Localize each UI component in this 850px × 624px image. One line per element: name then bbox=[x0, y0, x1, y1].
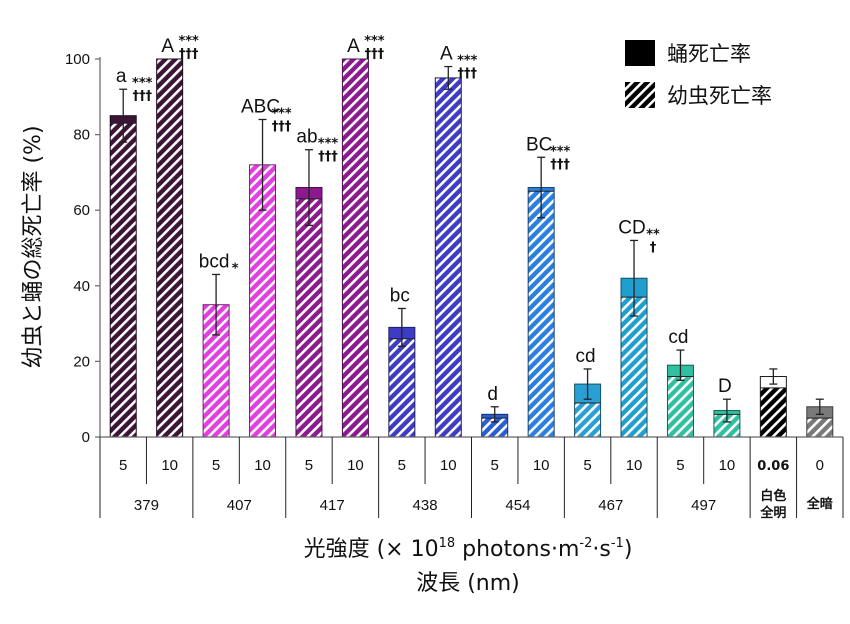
x-intensity-label: 5 bbox=[212, 457, 220, 474]
significance-daggers: ††† bbox=[318, 150, 338, 165]
group-label: 438 bbox=[413, 497, 438, 514]
y-tick-label: 100 bbox=[65, 51, 90, 68]
bar-larva-mortality bbox=[435, 77, 462, 438]
significance-letter: cd bbox=[668, 327, 688, 348]
significance-asterisks: *** bbox=[318, 137, 339, 152]
group-label: 全明 bbox=[759, 505, 786, 521]
significance-daggers: † bbox=[650, 240, 657, 255]
bars-layer bbox=[109, 58, 834, 438]
x-intensity-label: 10 bbox=[719, 457, 736, 474]
bar-larva-mortality bbox=[760, 387, 787, 437]
group-label: 467 bbox=[598, 497, 623, 514]
significance-letter: bc bbox=[390, 285, 410, 306]
significance-letter: cd bbox=[576, 346, 596, 367]
x-intensity-label: 5 bbox=[119, 457, 127, 474]
significance-letter: BC bbox=[526, 134, 552, 155]
significance-letter: D bbox=[718, 376, 732, 397]
group-label: 全暗 bbox=[806, 496, 833, 512]
x-intensity-label: 5 bbox=[583, 457, 591, 474]
significance-daggers: ††† bbox=[365, 47, 385, 62]
x-intensity-label: 10 bbox=[161, 457, 178, 474]
y-tick-label: 40 bbox=[73, 278, 90, 295]
bar-larva-mortality bbox=[806, 418, 833, 437]
significance-letter: A bbox=[347, 36, 360, 57]
bar-larva-mortality bbox=[481, 418, 508, 437]
bar-larva-mortality bbox=[295, 198, 322, 437]
x-intensity-label: 5 bbox=[676, 457, 684, 474]
significance-letter: a bbox=[116, 66, 127, 87]
significance-daggers: ††† bbox=[458, 67, 478, 82]
legend-swatch-pupa bbox=[625, 40, 655, 66]
bar-larva-mortality bbox=[528, 191, 555, 437]
x-intensity-label: 0.06 bbox=[757, 459, 789, 474]
significance-asterisks: *** bbox=[271, 106, 292, 121]
group-label: 白色 bbox=[760, 488, 786, 504]
x-intensity-label: 0 bbox=[816, 457, 824, 474]
significance-letter: bcd bbox=[199, 251, 230, 272]
significance-letter: CD bbox=[618, 217, 645, 238]
group-label: 417 bbox=[320, 497, 345, 514]
significance-asterisks: *** bbox=[550, 144, 571, 159]
x-intensity-label: 5 bbox=[305, 457, 313, 474]
x-intensity-label: 10 bbox=[254, 457, 271, 474]
significance-daggers: ††† bbox=[272, 119, 292, 134]
group-label: 379 bbox=[134, 497, 159, 514]
significance-daggers: ††† bbox=[179, 47, 199, 62]
significance-daggers: ††† bbox=[132, 89, 152, 104]
group-label: 407 bbox=[227, 497, 252, 514]
bar-larva-mortality bbox=[621, 297, 648, 437]
bar-larva-mortality bbox=[156, 59, 183, 437]
group-label: 454 bbox=[505, 497, 530, 514]
significance-asterisks: *** bbox=[364, 34, 385, 49]
significance-letter: A bbox=[440, 44, 453, 65]
x-axis-label-intensity: 光強度 (× 1018 photons·m-2·s-1) bbox=[304, 536, 633, 562]
x-intensity-label: 5 bbox=[398, 457, 406, 474]
y-tick-label: 20 bbox=[73, 353, 90, 370]
significance-daggers: ††† bbox=[550, 157, 570, 172]
x-intensity-label: 10 bbox=[533, 457, 550, 474]
bar-larva-mortality bbox=[388, 338, 415, 437]
significance-letter: d bbox=[487, 384, 498, 405]
significance-asterisks: *** bbox=[457, 54, 478, 69]
significance-letter: ab bbox=[296, 127, 317, 148]
legend-label: 蛹死亡率 bbox=[667, 42, 751, 66]
significance-asterisks: *** bbox=[132, 76, 153, 91]
x-intensity-label: 10 bbox=[440, 457, 457, 474]
bar-larva-mortality bbox=[110, 123, 137, 437]
x-intensity-label: 10 bbox=[347, 457, 364, 474]
y-tick-label: 80 bbox=[73, 127, 90, 144]
group-label: 497 bbox=[691, 497, 716, 514]
x-intensity-label: 5 bbox=[491, 457, 499, 474]
y-axis-label: 幼虫と蛹の総死亡率 (%) bbox=[21, 125, 46, 368]
significance-asterisks: * bbox=[232, 261, 239, 276]
bar-larva-mortality bbox=[713, 414, 740, 437]
bar-larva-mortality bbox=[667, 376, 694, 437]
bar-larva-mortality bbox=[574, 402, 601, 437]
significance-letter: A bbox=[161, 36, 174, 57]
y-tick-label: 60 bbox=[73, 202, 90, 219]
significance-asterisks: ** bbox=[646, 227, 660, 242]
legend-label: 幼虫死亡率 bbox=[667, 84, 772, 108]
y-tick-label: 0 bbox=[82, 429, 90, 446]
bar-larva-mortality bbox=[342, 59, 369, 437]
x-intensity-label: 10 bbox=[626, 457, 643, 474]
legend-swatch-larva bbox=[625, 82, 655, 108]
significance-letter: ABC bbox=[241, 96, 280, 117]
x-axis-label-wavelength: 波長 (nm) bbox=[416, 571, 520, 596]
significance-asterisks: *** bbox=[178, 34, 199, 49]
